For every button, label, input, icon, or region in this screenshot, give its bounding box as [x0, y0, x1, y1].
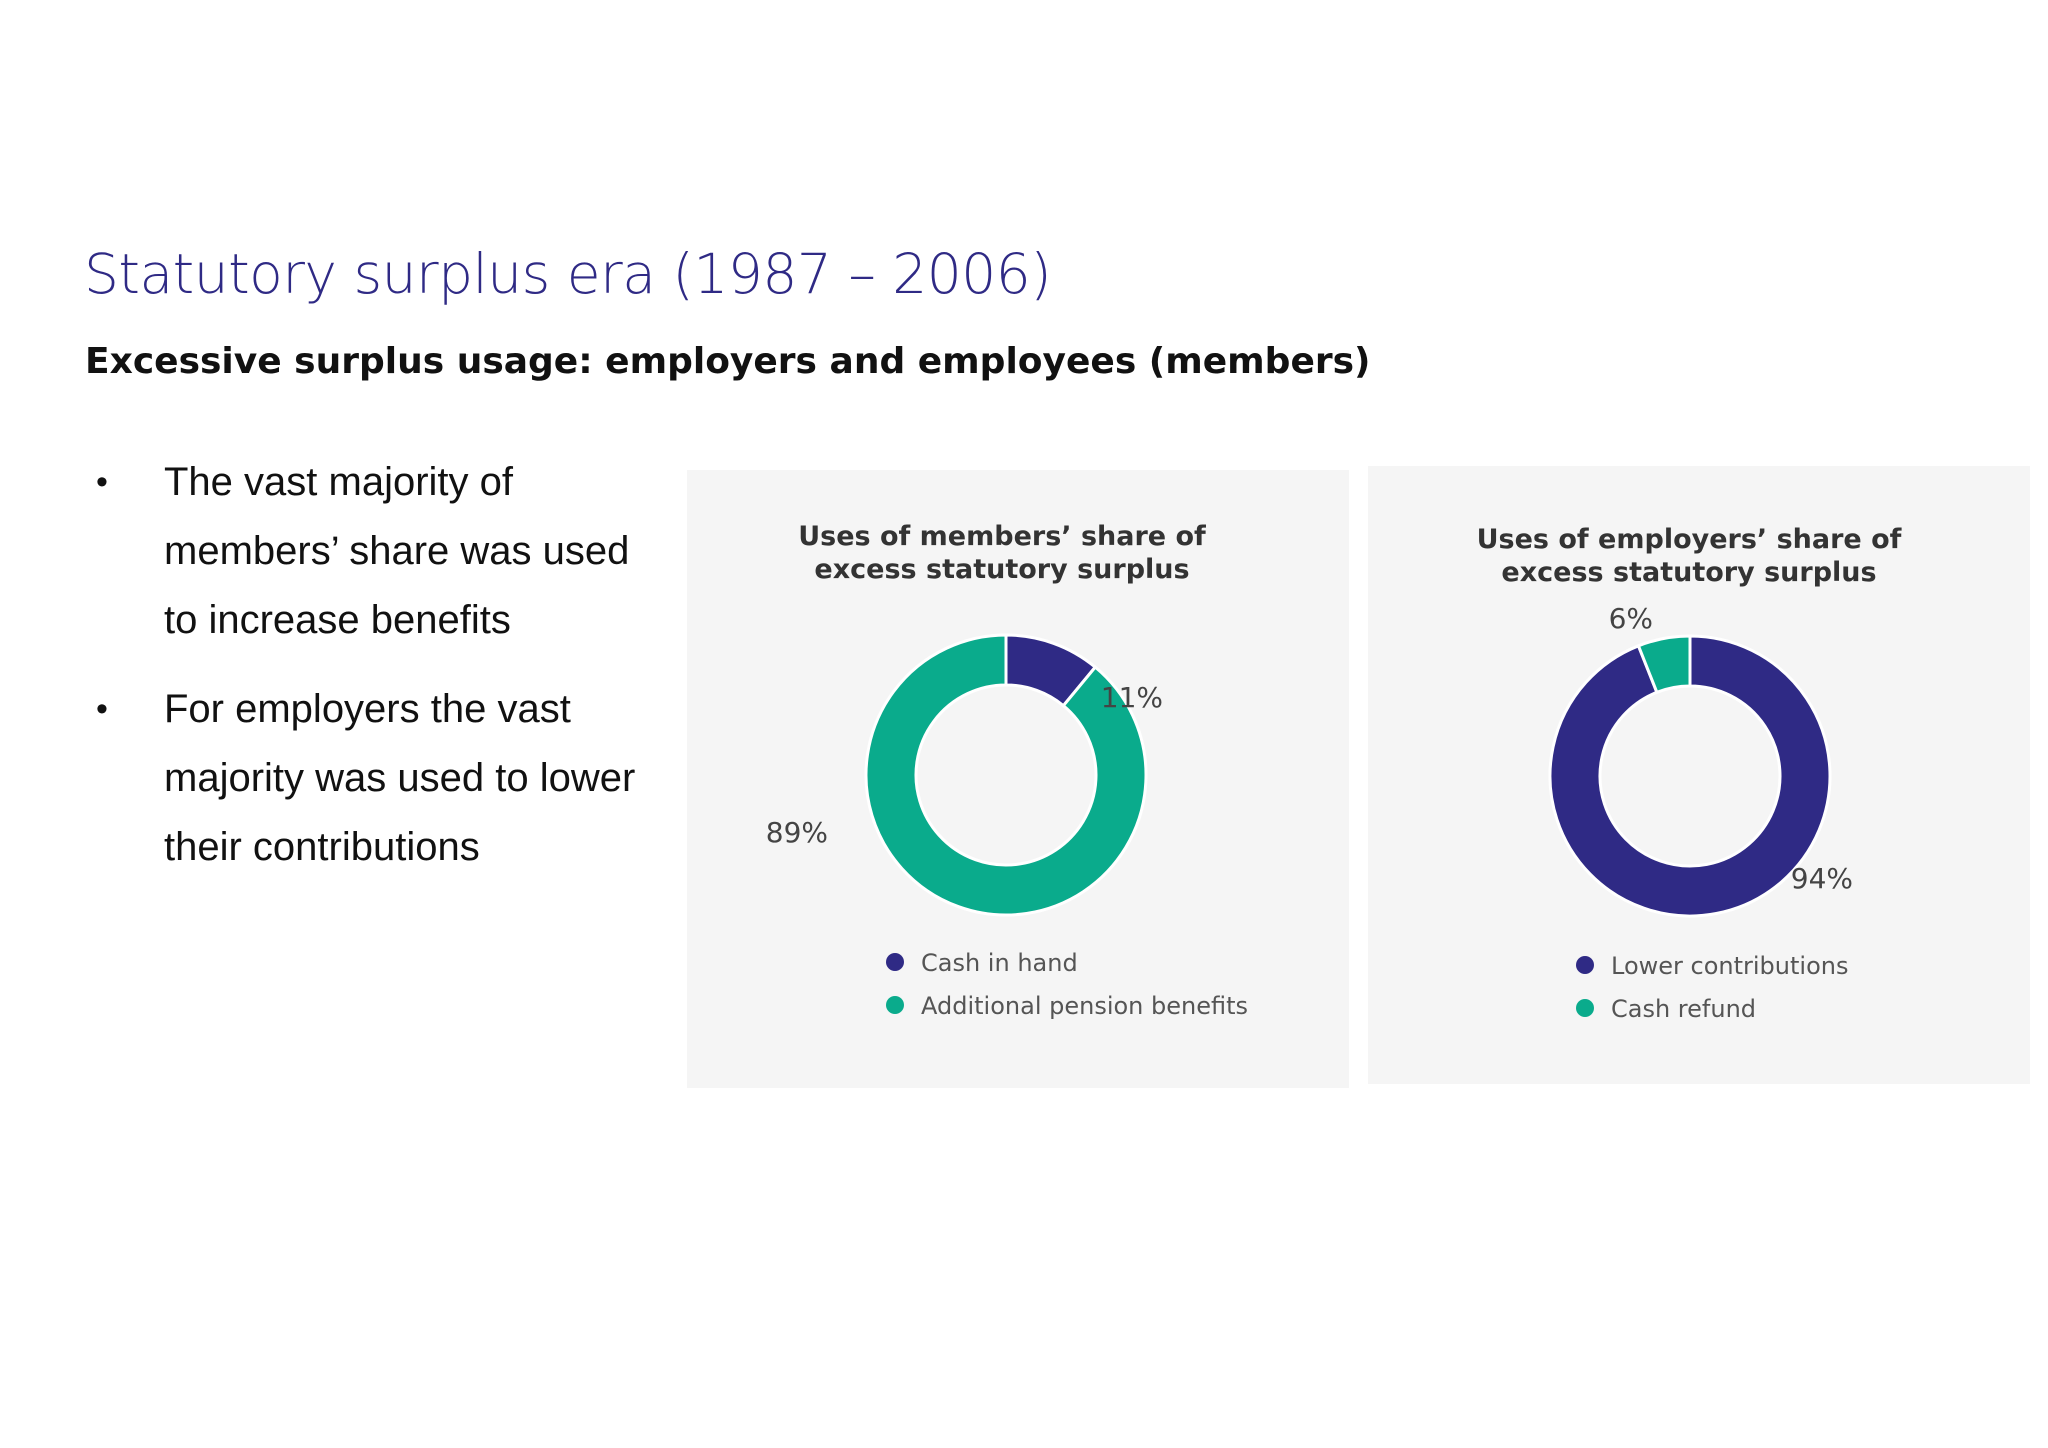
- bullet-text: The vast majority of members’ share was …: [164, 460, 630, 642]
- slice-label-cash-in-hand: 11%: [1101, 681, 1163, 714]
- legend-label-cash-refund: Cash refund: [1611, 995, 1756, 1023]
- slice-label-lower-contributions: 94%: [1791, 862, 1853, 895]
- members-chart-panel: Uses of members’ share of excess statuto…: [687, 470, 1349, 1088]
- slide-title: Statutory surplus era (1987 – 2006): [84, 242, 1052, 306]
- legend-label-additional-pension: Additional pension benefits: [921, 992, 1248, 1020]
- chart-title-line: excess statutory surplus: [1501, 557, 1876, 588]
- legend-label-cash-in-hand: Cash in hand: [921, 949, 1078, 977]
- bullet-text: For employers the vast majority was used…: [164, 687, 636, 869]
- bullet-list: • The vast majority of members’ share was…: [96, 448, 666, 882]
- donut-slice-cash-refund: [1636, 634, 1692, 695]
- donut-slice-additional-pension-benefits: [864, 633, 1148, 917]
- legend-label-lower-contributions: Lower contributions: [1611, 952, 1848, 980]
- slice-label-cash-refund: 6%: [1609, 602, 1653, 635]
- chart-title-line: Uses of employers’ share of: [1477, 524, 1902, 555]
- slice-label-additional-pension: 89%: [766, 816, 828, 849]
- bullet-item: • The vast majority of members’ share was…: [96, 448, 666, 655]
- donut-slices: [864, 633, 1148, 917]
- legend-marker-cash-refund: [1576, 999, 1594, 1017]
- chart-title-line: excess statutory surplus: [814, 554, 1189, 585]
- legend-marker-additional-pension: [886, 996, 904, 1014]
- legend-marker-lower-contributions: [1576, 956, 1594, 974]
- bullet-icon: •: [96, 690, 108, 728]
- bullet-item: • For employers the vast majority was use…: [96, 675, 666, 882]
- employers-donut-chart: Uses of employers’ share of excess statu…: [1477, 524, 1902, 1023]
- donut-slices: [1548, 634, 1832, 918]
- donut-slice-lower-contributions: [1548, 634, 1832, 918]
- members-donut-chart: Uses of members’ share of excess statuto…: [766, 521, 1248, 1020]
- employers-chart-panel: Uses of employers’ share of excess statu…: [1368, 466, 2030, 1084]
- chart-title-line: Uses of members’ share of: [798, 521, 1206, 552]
- slide-subtitle: Excessive surplus usage: employers and e…: [85, 341, 1371, 382]
- bullet-icon: •: [96, 463, 108, 501]
- legend-marker-cash-in-hand: [886, 953, 904, 971]
